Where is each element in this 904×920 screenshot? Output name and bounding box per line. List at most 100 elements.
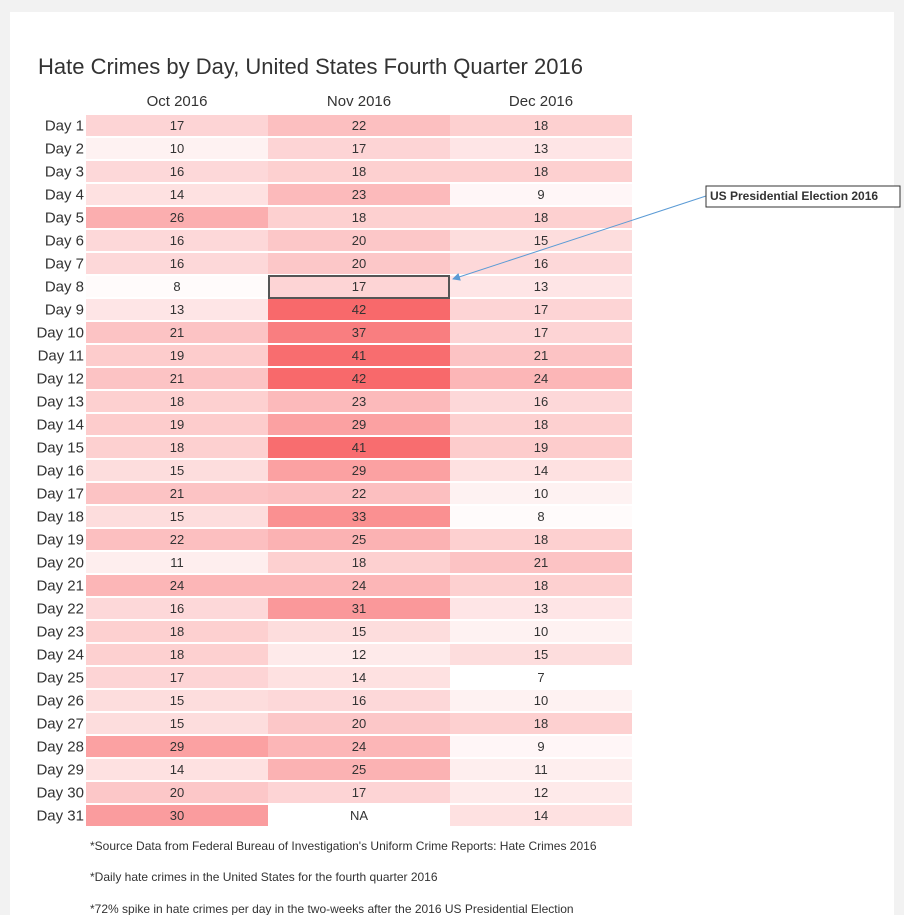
cell-value: 15 [170,716,184,731]
cell-value: 18 [534,164,548,179]
cell-value: 42 [352,371,366,386]
column-header: Nov 2016 [327,93,391,110]
heat-cell [268,161,450,182]
cell-value: 18 [170,624,184,639]
row-label: Day 7 [45,255,84,272]
cell-value: 21 [534,555,548,570]
heat-cell [450,437,632,458]
cell-value: 22 [352,118,366,133]
heat-cell [86,598,268,619]
cell-value: 16 [170,256,184,271]
cell-value: 21 [170,486,184,501]
cell-value: 17 [170,670,184,685]
cell-value: 7 [537,670,544,685]
cell-value: 18 [534,716,548,731]
row-label: Day 31 [36,807,84,824]
heat-cell [268,598,450,619]
heat-cell [86,368,268,389]
heat-cell [450,184,632,205]
row-label: Day 26 [36,692,84,709]
cell-value: 17 [534,325,548,340]
cell-value: 16 [534,256,548,271]
heat-cell [86,575,268,596]
heat-cell [268,529,450,550]
heat-cell [268,690,450,711]
note: *Source Data from Federal Bureau of Inve… [90,839,597,853]
cell-value: 41 [352,348,366,363]
heat-cell [450,598,632,619]
heat-cell [450,575,632,596]
heat-cell [86,207,268,228]
heat-cell [450,161,632,182]
row-label: Day 5 [45,209,84,226]
row-label: Day 13 [36,393,84,410]
cell-value: 24 [352,739,366,754]
heat-cell [268,506,450,527]
heat-cell [450,690,632,711]
heat-cell [268,644,450,665]
heat-cell [86,414,268,435]
cell-value: 13 [534,279,548,294]
heat-cell [450,506,632,527]
heat-cell [450,736,632,757]
cell-value: 21 [534,348,548,363]
annotation-text: US Presidential Election 2016 [710,189,878,203]
heat-cell [268,138,450,159]
cell-value: 29 [170,739,184,754]
heat-cell [86,345,268,366]
cell-value: 16 [352,693,366,708]
heat-cell [450,276,632,297]
heat-cell [450,552,632,573]
row-label: Day 18 [36,508,84,525]
row-label: Day 6 [45,232,84,249]
cell-value: 18 [534,578,548,593]
cell-value: 22 [352,486,366,501]
heat-cell [450,322,632,343]
cell-value: 15 [534,233,548,248]
column-header: Oct 2016 [147,93,208,110]
cell-value: 14 [534,463,548,478]
cell-value: 8 [173,279,180,294]
heat-cell [268,713,450,734]
cell-value: 37 [352,325,366,340]
heat-cell [450,138,632,159]
heat-cell [86,138,268,159]
heat-cell [268,253,450,274]
cell-value: 20 [352,233,366,248]
cell-value: 30 [170,808,184,823]
row-label: Day 10 [36,324,84,341]
cell-value: 9 [537,187,544,202]
row-label: Day 24 [36,646,84,663]
note: *72% spike in hate crimes per day in the… [90,902,574,915]
heat-cell [450,391,632,412]
cell-value: 29 [352,417,366,432]
heat-cell [86,322,268,343]
heat-cell [450,483,632,504]
row-label: Day 3 [45,163,84,180]
heat-cell [86,299,268,320]
note: *Daily hate crimes in the United States … [90,870,438,884]
row-label: Day 15 [36,439,84,456]
heat-cell [268,230,450,251]
heat-cell [86,184,268,205]
cell-value: 16 [170,164,184,179]
cell-value: 24 [352,578,366,593]
cell-value: 13 [534,141,548,156]
cell-value: 21 [170,325,184,340]
heat-cell [450,621,632,642]
heat-cell [450,782,632,803]
heat-cell [268,391,450,412]
row-label: Day 8 [45,278,84,295]
cell-value: 10 [534,486,548,501]
heat-cell [86,690,268,711]
cell-value: 20 [170,785,184,800]
highlight-box [268,275,450,299]
cell-value: 15 [534,647,548,662]
cell-value: 15 [170,509,184,524]
cell-value: 12 [352,647,366,662]
cell-value: 18 [352,210,366,225]
cell-value: 25 [352,762,366,777]
cell-value: 14 [170,187,184,202]
cell-value: 15 [170,463,184,478]
cell-value: 24 [534,371,548,386]
